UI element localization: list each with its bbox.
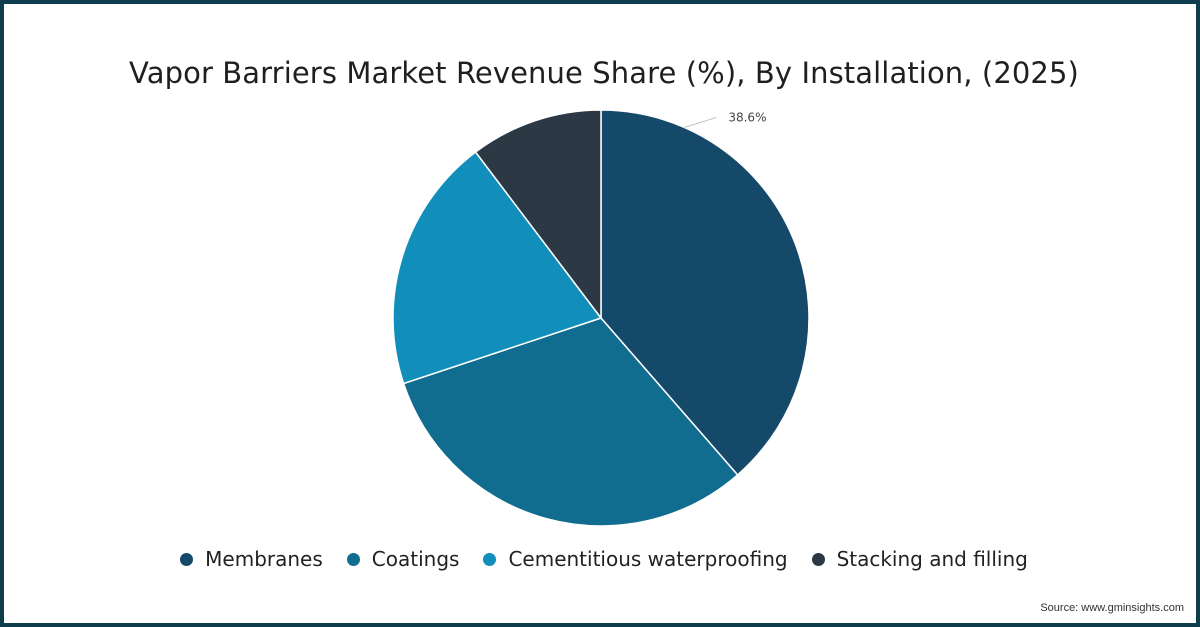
legend-item-coatings[interactable]: Coatings [346, 547, 460, 571]
pie-slice-membranes[interactable] [600, 109, 810, 476]
chart-title: Vapor Barriers Market Revenue Share (%),… [129, 56, 1079, 90]
legend-label-stacking-and-filling: Stacking and filling [836, 547, 1028, 571]
chart-legend: Membranes Coatings Cementitious waterpro… [4, 547, 1200, 571]
legend-label-coatings: Coatings [371, 547, 460, 571]
pie-slice-cementitious-waterproofing[interactable] [392, 151, 603, 385]
pie-slice-coatings[interactable] [402, 317, 739, 527]
pie-chart: 38.6% [392, 109, 810, 527]
legend-item-cementitious-waterproofing[interactable]: Cementitious waterproofing [483, 547, 788, 571]
legend-swatch-membranes [180, 552, 194, 566]
legend-swatch-cementitious-waterproofing [483, 552, 497, 566]
legend-swatch-coatings [346, 552, 360, 566]
data-label-membranes: 38.6% [728, 110, 766, 124]
legend-label-membranes: Membranes [205, 547, 323, 571]
source-note: Source: www.gminsights.com [1040, 602, 1184, 614]
legend-label-cementitious-waterproofing: Cementitious waterproofing [508, 547, 788, 571]
pie-slice-stacking-and-filling[interactable] [474, 109, 602, 321]
legend-item-stacking-and-filling[interactable]: Stacking and filling [811, 547, 1028, 571]
legend-item-membranes[interactable]: Membranes [180, 547, 323, 571]
legend-swatch-stacking-and-filling [811, 552, 825, 566]
data-label-leader-membranes [684, 116, 717, 128]
